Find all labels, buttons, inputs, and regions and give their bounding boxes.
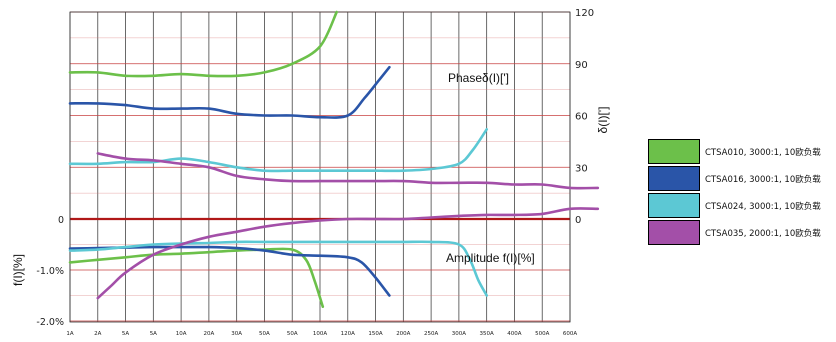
series-amplitude-line-3 <box>96 207 600 300</box>
x-tick-label: 500A <box>535 331 549 337</box>
legend-entry: CTSA035, 2000:1, 10欧负载 <box>648 219 826 246</box>
x-tick-label: 1A <box>66 331 73 337</box>
x-tick-label: 50A <box>259 331 270 337</box>
legend-entry: CTSA010, 3000:1, 10欧负载 <box>648 138 826 165</box>
x-tick-label: 5A <box>122 331 129 337</box>
x-tick-label: 5A <box>150 331 157 337</box>
series-amplitude-line-2 <box>68 240 488 297</box>
left-tick-label: -1.0% <box>36 266 64 277</box>
left-tick-label: 0 <box>58 215 64 226</box>
x-tick-label: 2A <box>94 331 101 337</box>
legend-label: CTSA035, 2000:1, 10欧负载 <box>705 228 821 239</box>
x-tick-label: 400A <box>507 331 521 337</box>
amplitude-annotation: Amplitude f(I)[%] <box>446 251 535 265</box>
tick-labels: 1A 2A 5A 5A 10A 20A 30A 50A 50A 100A 120A 150A 200A 2… <box>36 8 594 337</box>
right-tick-label: 60 <box>575 112 588 123</box>
x-tick-label: 300A <box>452 331 466 337</box>
series-phase-line-0 <box>68 10 338 78</box>
series-lines <box>68 10 600 308</box>
series-amplitude-line-0 <box>68 247 325 308</box>
x-tick-label: 250A <box>424 331 438 337</box>
x-tick-label: 600A <box>563 331 577 337</box>
left-tick-label: -2.0% <box>36 317 64 328</box>
plot-frame <box>69 11 571 323</box>
legend-label: CTSA016, 3000:1, 10欧负载 <box>705 174 821 185</box>
x-tick-label: 10A <box>176 331 187 337</box>
legend-swatch <box>648 139 700 164</box>
series-phase-line-3 <box>96 152 600 190</box>
left-axis-label: f(I)[%] <box>11 254 25 286</box>
legend: CTSA010, 3000:1, 10欧负载 CTSA016, 3000:1, 1… <box>648 138 826 246</box>
series-phase-line-1 <box>68 65 391 119</box>
x-tick-label: 200A <box>396 331 410 337</box>
x-tick-label: 50A <box>287 331 298 337</box>
right-axis-label: δ(I)['] <box>596 107 610 134</box>
right-tick-label: 90 <box>575 60 588 71</box>
legend-entry: CTSA024, 3000:1, 10欧负载 <box>648 192 826 219</box>
series-phase-line-2 <box>68 128 488 173</box>
x-tick-label: 100A <box>313 331 327 337</box>
legend-swatch <box>648 220 700 245</box>
x-tick-label: 120A <box>341 331 355 337</box>
right-tick-label: 120 <box>575 8 594 19</box>
right-tick-label: 30 <box>575 163 588 174</box>
series-amplitude-line-1 <box>68 245 391 297</box>
legend-label: CTSA010, 3000:1, 10欧负载 <box>705 147 821 158</box>
x-tick-label: 30A <box>231 331 242 337</box>
x-tick-label: 350A <box>480 331 494 337</box>
x-tick-label: 150A <box>368 331 382 337</box>
legend-swatch <box>648 193 700 218</box>
x-tick-label: 20A <box>204 331 215 337</box>
legend-label: CTSA024, 3000:1, 10欧负载 <box>705 201 821 212</box>
right-tick-label: 0 <box>575 215 581 226</box>
legend-swatch <box>648 166 700 191</box>
legend-entry: CTSA016, 3000:1, 10欧负载 <box>648 165 826 192</box>
phase-annotation: Phaseδ(I)['] <box>448 71 509 85</box>
